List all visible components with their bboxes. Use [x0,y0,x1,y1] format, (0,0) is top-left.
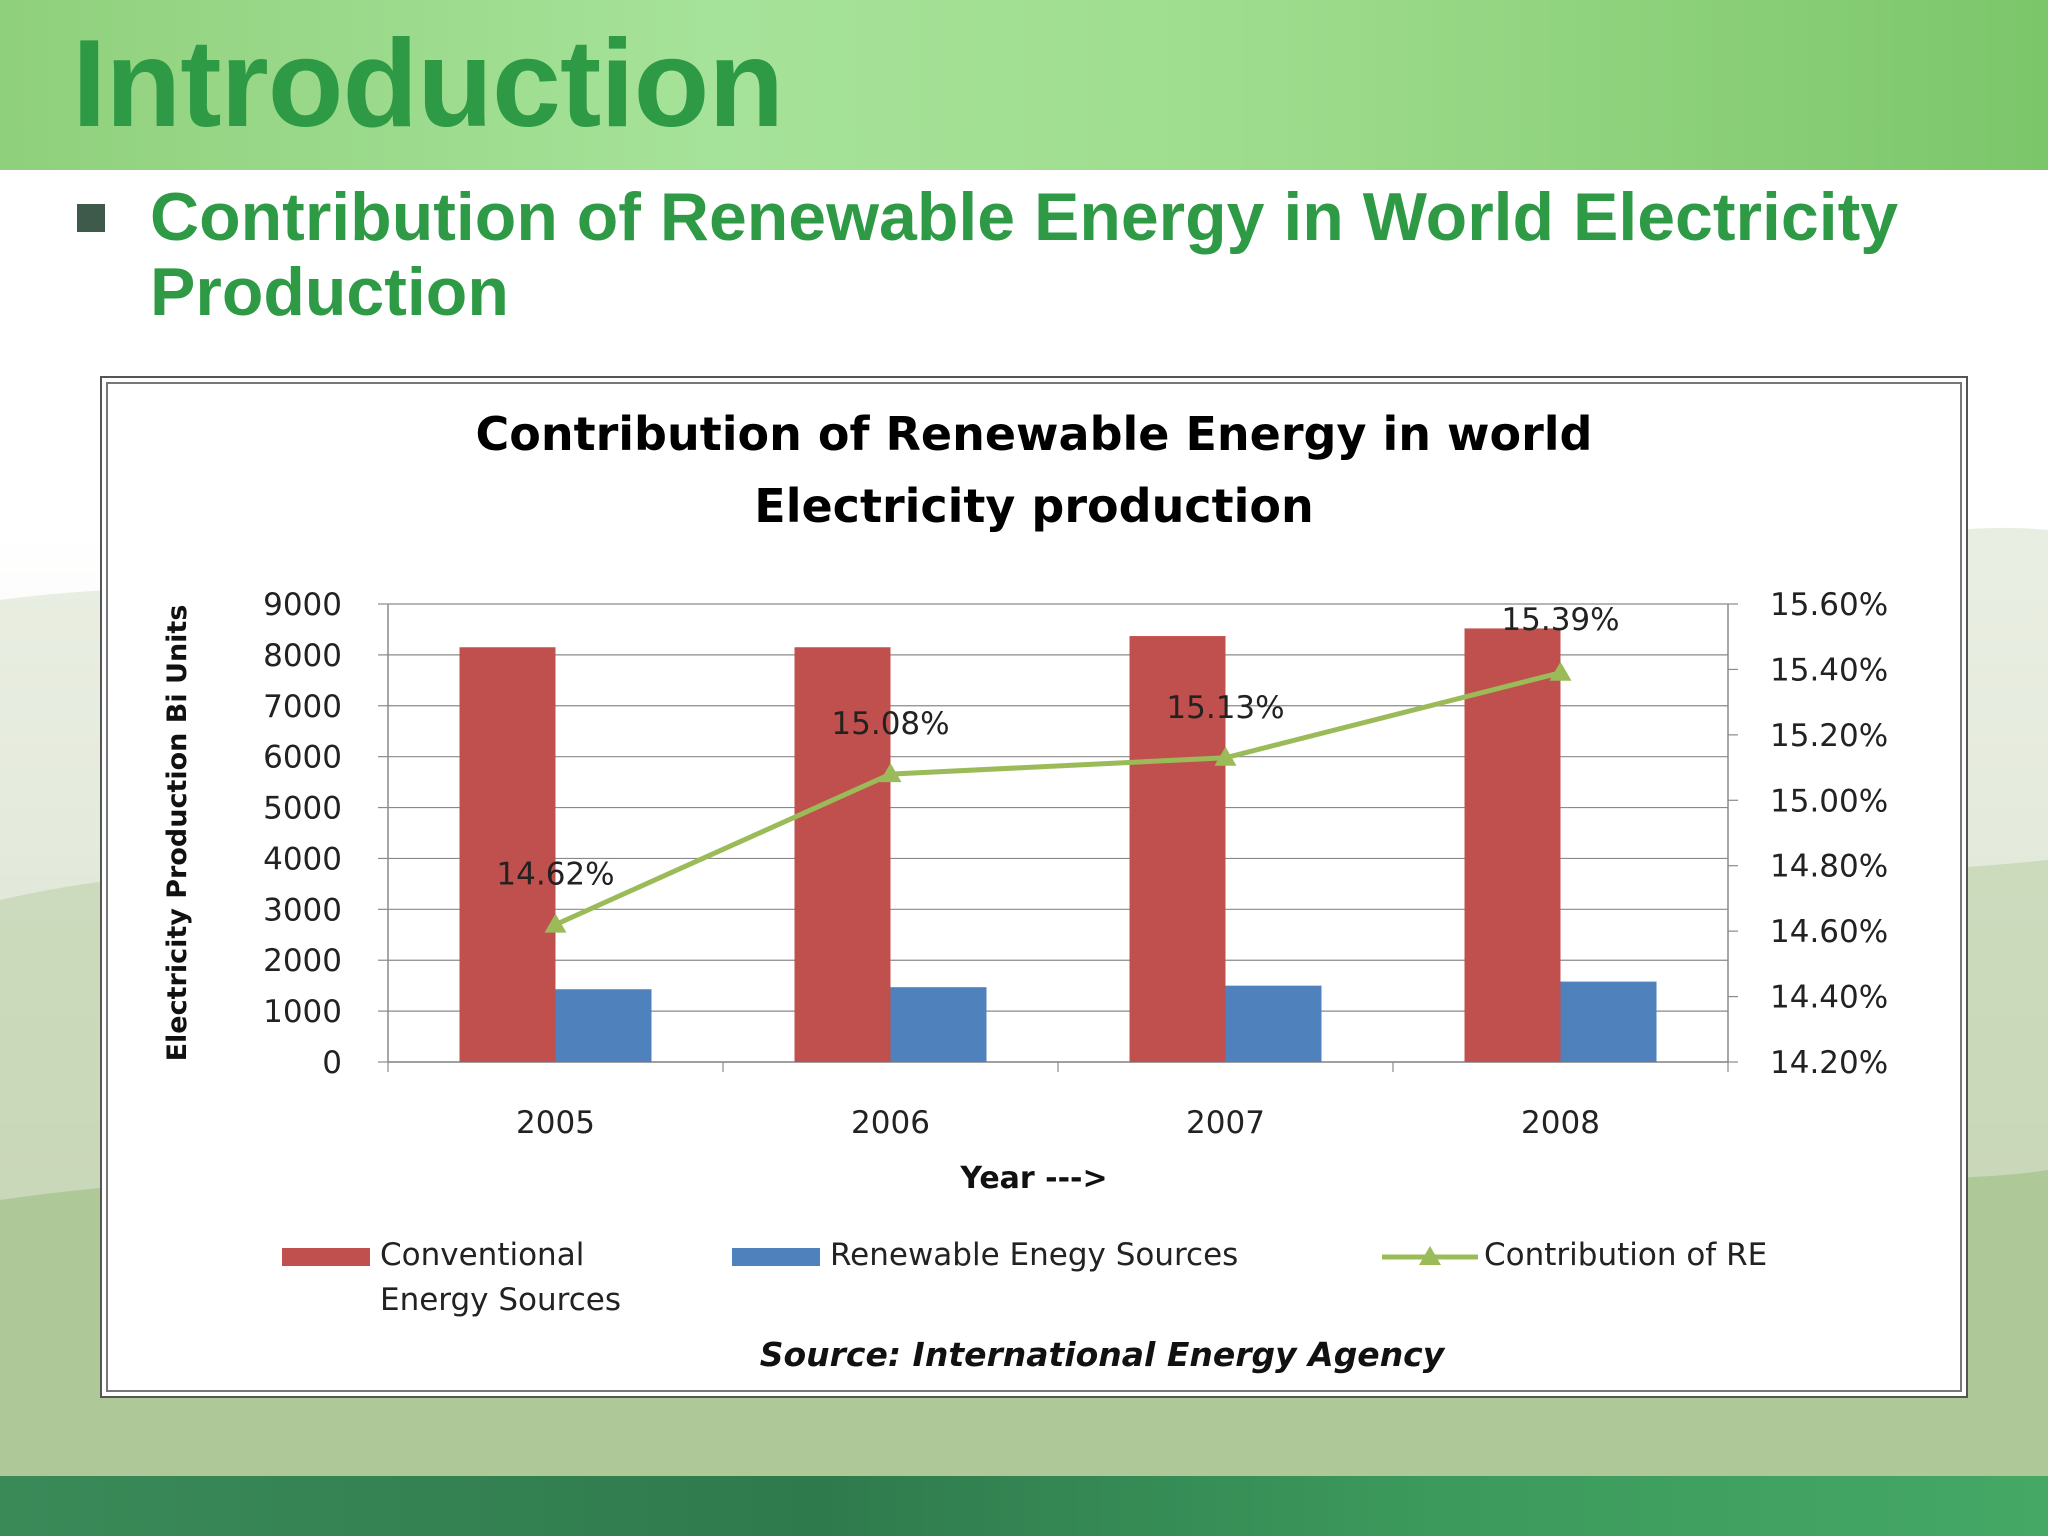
y-tick-label: 0 [322,1045,342,1081]
x-tick-label: 2008 [1521,1105,1600,1141]
y-tick-label: 9000 [263,587,342,623]
legend-swatch-renewable [732,1248,820,1266]
bar-renewable [1560,981,1657,1062]
chart: Contribution of Renewable Energy in worl… [162,407,1888,1374]
legend-label-contribution: Contribution of RE [1484,1237,1767,1273]
line-marker [879,763,902,783]
y2-tick-label: 14.40% [1770,980,1888,1016]
line-marker [1214,746,1237,766]
x-tick-label: 2005 [516,1105,595,1141]
line-marker [544,913,567,933]
legend-marker-contribution [1419,1246,1441,1265]
bullet-square-icon [77,204,105,232]
bar-conventional [794,647,891,1062]
line-contribution [554,670,1562,927]
x-tick-label: 2007 [1186,1105,1265,1141]
y2-tick-label: 15.40% [1770,652,1888,688]
x-axis-title: Year ---> [959,1161,1107,1196]
data-label: 15.39% [1501,602,1619,638]
y2-tick-label: 15.00% [1770,783,1888,819]
y-tick-label: 6000 [263,740,342,776]
legend-label-conventional: Conventional [380,1237,584,1273]
legend-label-conventional: Energy Sources [380,1282,621,1318]
y-tick-label: 2000 [263,943,342,979]
x-tick-label: 2006 [851,1105,930,1141]
bar-conventional [1464,628,1561,1062]
bullet-text: Contribution of Renewable Energy in Worl… [150,179,1899,330]
bar-renewable [555,989,652,1062]
y2-tick-label: 15.20% [1770,718,1888,754]
legend-label-renewable: Renewable Enegy Sources [830,1237,1238,1273]
bar-conventional [459,647,556,1062]
y2-tick-label: 15.60% [1770,587,1888,623]
y-tick-label: 7000 [263,689,342,725]
chart-title: Contribution of Renewable Energy in worl… [476,407,1593,461]
chart-frame: Contribution of Renewable Energy in worl… [100,376,1968,1398]
chart-title: Electricity production [754,479,1313,533]
legend-swatch-conventional [282,1248,370,1266]
source-note: Source: International Energy Agency [760,1335,1446,1374]
y2-tick-label: 14.20% [1770,1045,1888,1081]
y-tick-label: 1000 [263,994,342,1030]
y-tick-label: 8000 [263,638,342,674]
bar-conventional [1129,636,1226,1062]
y-tick-label: 4000 [263,841,342,877]
footer-band [0,1476,2048,1536]
line-marker [1549,661,1572,681]
y-tick-label: 5000 [263,791,342,827]
y2-tick-label: 14.60% [1770,914,1888,950]
y-tick-label: 3000 [263,892,342,928]
bar-renewable [1225,985,1322,1062]
data-label: 15.13% [1166,690,1284,726]
header-band [0,0,2048,170]
data-label: 15.08% [831,706,949,742]
bar-renewable [890,987,987,1062]
slide-title: Introduction [72,15,784,153]
y2-tick-label: 14.80% [1770,849,1888,885]
y-axis-title: Electricity Production Bi Units [162,605,193,1062]
data-label: 14.62% [496,857,614,893]
